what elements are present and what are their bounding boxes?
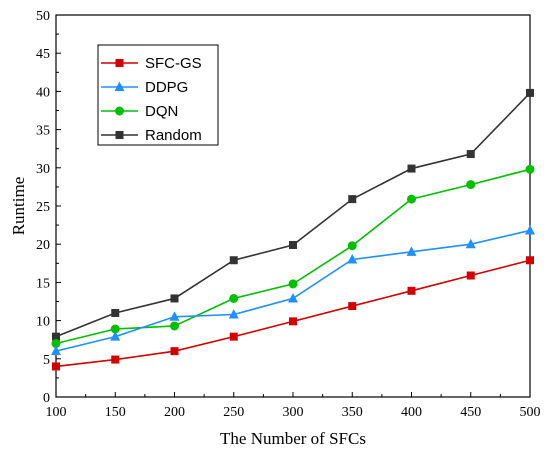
y-tick-label: 45: [36, 47, 50, 62]
data-point-random: [407, 164, 416, 173]
y-tick-label: 30: [36, 162, 50, 177]
data-point-ddpg: [525, 224, 535, 235]
data-point-random: [229, 256, 238, 265]
data-point-dqn: [229, 293, 239, 303]
legend-label-sfc-gs: SFC-GS: [145, 55, 202, 72]
series-layer: [51, 88, 535, 371]
y-tick-label: 10: [36, 315, 50, 330]
legend-label-dqn: DQN: [145, 103, 178, 120]
data-point-sfc-gs: [229, 332, 238, 341]
data-point-sfc-gs: [170, 347, 179, 356]
data-point-ddpg: [406, 246, 417, 256]
data-point-ddpg: [465, 238, 476, 249]
x-tick-label: 200: [164, 405, 185, 420]
x-tick-label: 150: [105, 405, 126, 420]
legend-marker-random: [115, 131, 124, 139]
series-line-sfc-gs: [55, 259, 531, 368]
data-point-sfc-gs: [466, 271, 475, 280]
data-point-dqn: [347, 241, 357, 251]
data-point-ddpg: [347, 253, 358, 264]
x-tick-label: 450: [460, 405, 481, 420]
x-tick-label: 250: [223, 405, 244, 420]
y-tick-label: 25: [36, 200, 50, 215]
data-point-random: [111, 308, 120, 317]
x-tick-label: 350: [342, 405, 363, 420]
legend-marker-ddpg: [114, 81, 125, 91]
data-point-ddpg: [51, 345, 61, 356]
data-point-dqn: [170, 321, 179, 331]
legend-marker-sfc-gs: [115, 59, 124, 67]
data-point-dqn: [466, 180, 476, 190]
data-point-random: [348, 195, 357, 204]
y-tick-label: 35: [36, 124, 50, 139]
legend-label-ddpg: DDPG: [145, 79, 188, 96]
x-tick-label: 300: [283, 405, 304, 420]
data-point-dqn: [525, 164, 535, 174]
data-point-random: [526, 88, 534, 97]
x-tick-label: 400: [401, 405, 422, 420]
y-tick-label: 5: [43, 353, 50, 368]
data-point-ddpg: [228, 308, 239, 319]
y-tick-label: 15: [36, 276, 50, 291]
data-point-sfc-gs: [289, 317, 297, 326]
legend-marker-dqn: [115, 106, 124, 116]
data-point-sfc-gs: [348, 302, 357, 311]
y-tick-label: 20: [36, 238, 50, 253]
data-point-sfc-gs: [407, 286, 416, 295]
data-point-random: [170, 294, 179, 303]
x-tick-label: 500: [520, 405, 541, 420]
data-point-dqn: [51, 339, 61, 349]
legend: SFC-GS DDPG DQN Random: [97, 44, 219, 146]
y-axis: 0 5 10 15 20 25 30 35 40 45 50: [36, 9, 61, 406]
data-point-random: [466, 150, 475, 159]
y-tick-label: 50: [36, 9, 50, 24]
data-point-sfc-gs: [526, 256, 534, 265]
x-axis: 100 150 200 250 300 350 400 450 500: [46, 392, 541, 420]
data-point-dqn: [407, 194, 416, 204]
y-tick-label: 40: [36, 85, 50, 100]
data-point-dqn: [110, 324, 120, 334]
data-point-dqn: [288, 279, 298, 289]
data-point-ddpg: [110, 331, 121, 341]
data-point-random: [52, 332, 60, 341]
data-point-ddpg: [169, 311, 180, 321]
data-point-sfc-gs: [111, 355, 120, 364]
legend-label-random: Random: [145, 127, 202, 144]
data-point-sfc-gs: [52, 362, 60, 371]
data-point-random: [289, 240, 297, 249]
y-tick-label: 0: [43, 391, 50, 406]
x-tick-label: 100: [46, 405, 67, 420]
y-axis-label: Runtime: [9, 177, 28, 236]
data-point-ddpg: [288, 292, 298, 303]
x-axis-label: The Number of SFCs: [220, 429, 366, 448]
